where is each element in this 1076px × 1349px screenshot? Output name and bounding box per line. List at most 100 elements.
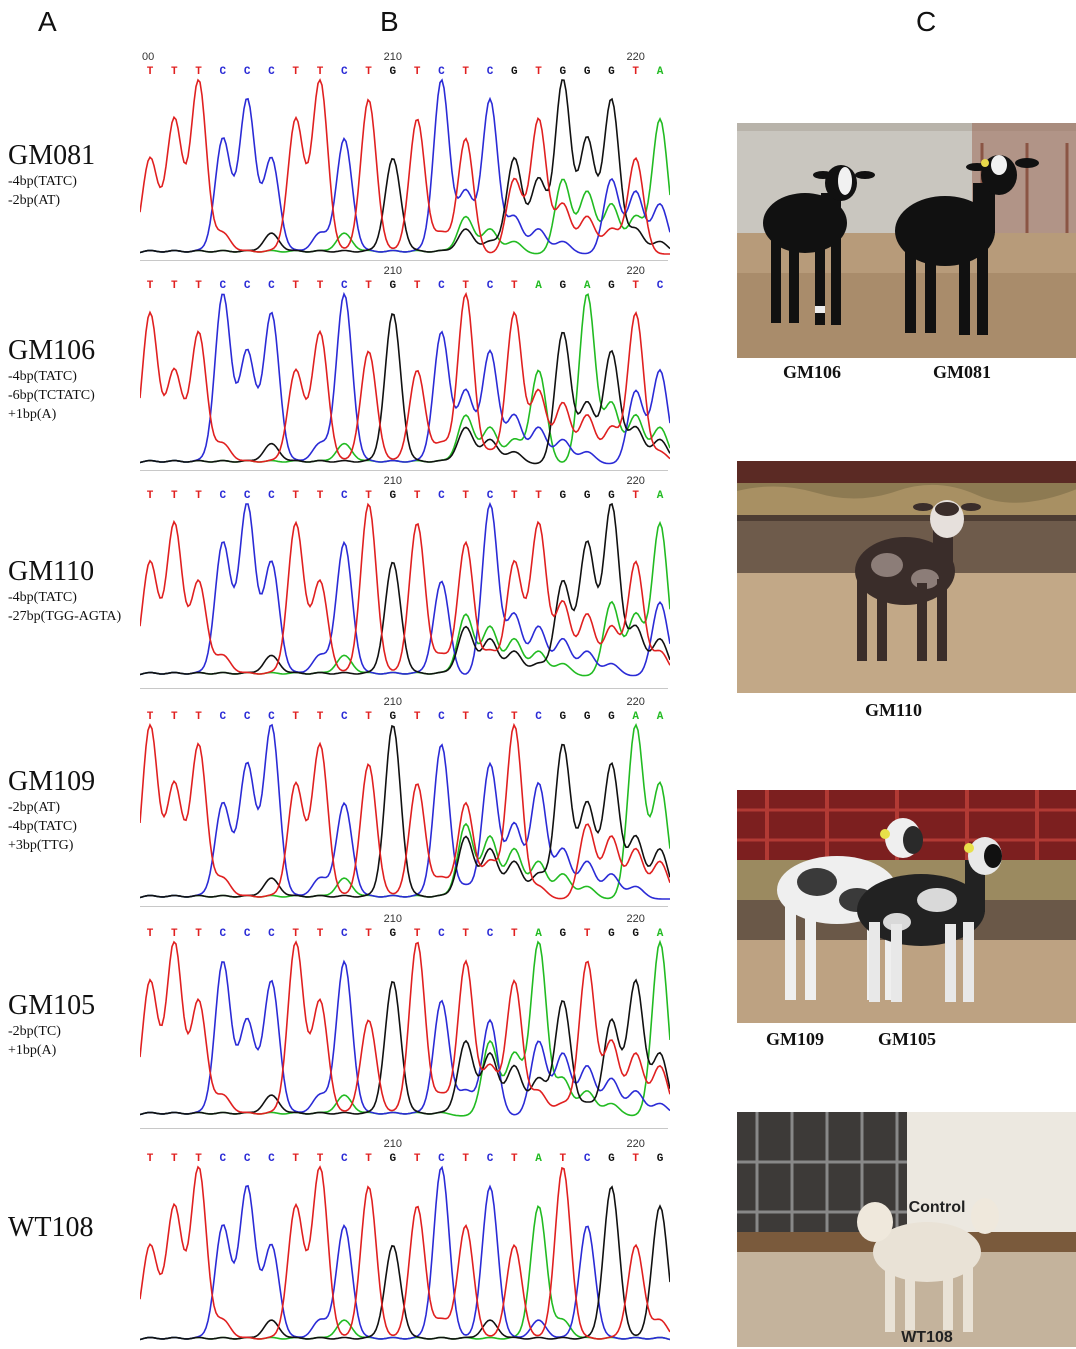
base-call-A: A	[584, 280, 591, 292]
base-call-T: T	[195, 66, 202, 78]
base-call-T: T	[632, 490, 639, 502]
base-call-G: G	[390, 928, 397, 940]
mutation-line: -4bp(TATC)	[8, 369, 77, 384]
base-call-T: T	[292, 1153, 299, 1165]
base-call-A: A	[657, 66, 664, 78]
photo-label-gm110: GM110	[865, 700, 922, 720]
sample-gm109: GM109 -2bp(AT) -4bp(TATC) +3bp(TTG)	[8, 766, 148, 855]
base-call-C: C	[244, 280, 251, 292]
position-label: 220	[627, 475, 645, 487]
position-label: 210	[384, 696, 402, 708]
base-call-T: T	[292, 490, 299, 502]
base-call-C: C	[341, 280, 348, 292]
base-call-C: C	[244, 1153, 251, 1165]
chromatogram-svg: 210 220 T T T C C C T T C T G T C T C T A G A G T C	[140, 265, 670, 465]
mutation-line: -2bp(TC)	[8, 1024, 61, 1039]
base-call-T: T	[535, 490, 542, 502]
sample-gm105: GM105 -2bp(TC) +1bp(A)	[8, 990, 148, 1060]
base-call-T: T	[365, 280, 372, 292]
mutation-line: -2bp(AT)	[8, 193, 61, 208]
base-call-T: T	[414, 280, 421, 292]
trace-C	[140, 78, 670, 255]
mutation-line: +1bp(A)	[8, 407, 57, 422]
base-call-C: C	[487, 1153, 494, 1165]
base-call-T: T	[414, 1153, 421, 1165]
base-call-T: T	[171, 1153, 178, 1165]
base-call-T: T	[462, 490, 469, 502]
trace-C	[140, 959, 670, 1116]
overlay-control: Control	[909, 1199, 966, 1216]
panel-label-c: C	[916, 6, 937, 37]
base-call-T: T	[195, 928, 202, 940]
chromatogram-svg: 210 220 T T T C C C T T C T G T C T C T A G T G G A	[140, 913, 670, 1117]
base-call-T: T	[462, 1153, 469, 1165]
lamb-wt108	[857, 1198, 999, 1332]
mutation-line: +3bp(TTG)	[8, 838, 74, 853]
trace-G	[140, 724, 670, 899]
base-call-G: G	[390, 66, 397, 78]
base-call-G: G	[608, 1153, 615, 1165]
base-call-T: T	[632, 66, 639, 78]
base-call-T: T	[414, 66, 421, 78]
base-call-C: C	[341, 490, 348, 502]
base-call-A: A	[632, 711, 639, 723]
base-call-T: T	[414, 928, 421, 940]
base-call-C: C	[268, 928, 275, 940]
base-call-G: G	[608, 280, 615, 292]
base-call-T: T	[147, 1153, 154, 1165]
sample-name: GM106	[8, 335, 96, 366]
position-label: 210	[384, 913, 402, 925]
trace-T	[140, 291, 670, 463]
base-call-C: C	[487, 280, 494, 292]
position-label: 220	[627, 265, 645, 277]
base-call-T: T	[632, 280, 639, 292]
base-call-C: C	[268, 280, 275, 292]
photo-gm110	[737, 461, 1076, 693]
trace-G	[140, 1185, 670, 1341]
photo-wt108: Control WT108	[737, 1112, 1076, 1347]
base-call-C: C	[341, 711, 348, 723]
photo-label-gm106: GM106	[783, 362, 841, 382]
base-call-G: G	[560, 66, 567, 78]
base-call-C: C	[487, 711, 494, 723]
photo-label-gm105: GM105	[878, 1029, 936, 1049]
base-call-G: G	[608, 711, 615, 723]
sample-gm081: GM081 -4bp(TATC) -2bp(AT)	[8, 140, 148, 210]
base-call-T: T	[292, 66, 299, 78]
divider	[140, 260, 668, 261]
base-call-T: T	[147, 711, 154, 723]
base-call-G: G	[657, 1153, 664, 1165]
base-call-T: T	[511, 280, 518, 292]
sample-gm110: GM110 -4bp(TATC) -27bp(TGG-AGTA)	[8, 556, 148, 626]
base-call-G: G	[390, 490, 397, 502]
sample-gm106: GM106 -4bp(TATC) -6bp(TCTATC) +1bp(A)	[8, 335, 148, 424]
lamb-gm106	[763, 165, 875, 325]
chromatogram-wt108: 210 220 T T T C C C T T C T G T C T C T A T C G T G	[140, 1135, 670, 1345]
base-call-G: G	[511, 66, 518, 78]
base-call-T: T	[317, 280, 324, 292]
base-call-G: G	[390, 1153, 397, 1165]
position-label: 210	[384, 265, 402, 277]
base-call-T: T	[365, 928, 372, 940]
position-label: 210	[384, 475, 402, 487]
trace-G	[140, 312, 670, 465]
base-call-T: T	[147, 928, 154, 940]
base-call-G: G	[560, 280, 567, 292]
position-label: 220	[627, 1138, 645, 1150]
base-call-G: G	[608, 928, 615, 940]
base-call-C: C	[657, 280, 664, 292]
base-call-C: C	[220, 280, 227, 292]
base-call-T: T	[171, 66, 178, 78]
base-call-T: T	[317, 711, 324, 723]
trace-T	[140, 502, 670, 675]
base-call-T: T	[317, 490, 324, 502]
sample-name: GM105	[8, 990, 96, 1021]
base-call-T: T	[462, 928, 469, 940]
base-call-C: C	[220, 66, 227, 78]
base-call-A: A	[535, 280, 542, 292]
base-call-C: C	[535, 711, 542, 723]
base-call-T: T	[462, 711, 469, 723]
base-call-T: T	[511, 490, 518, 502]
base-call-T: T	[560, 1153, 567, 1165]
chromatogram-gm110: 210 220 T T T C C C T T C T G T C T C T T G G G T A	[140, 472, 670, 680]
